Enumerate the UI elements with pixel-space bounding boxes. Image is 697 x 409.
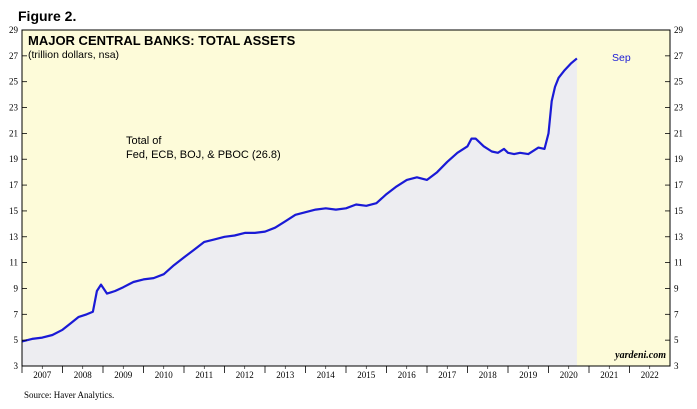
figure-label: Figure 2.	[18, 8, 77, 24]
x-tick-label: 2012	[236, 370, 254, 380]
y-tick-label-right: 9	[674, 283, 679, 293]
y-tick-label-right: 11	[674, 258, 683, 268]
x-tick-label: 2021	[600, 370, 618, 380]
y-tick-label-left: 25	[9, 77, 19, 87]
x-tick-label: 2017	[438, 370, 457, 380]
y-tick-label-right: 13	[674, 232, 684, 242]
y-tick-label-right: 27	[674, 51, 684, 61]
x-tick-label: 2016	[398, 370, 417, 380]
chart-subtitle: (trillion dollars, nsa)	[28, 49, 119, 61]
y-tick-label-right: 29	[674, 25, 684, 35]
x-tick-label: 2019	[519, 370, 538, 380]
y-tick-label-right: 7	[674, 309, 679, 319]
x-tick-label: 2010	[155, 370, 174, 380]
y-tick-label-right: 15	[674, 206, 684, 216]
x-axis: 2007 2008 2009 2010 2011 2012 2013 2014 2015 2016…	[21, 366, 659, 380]
y-axis-right: 3 5 7 9 11 13 15 17 19 21 23 25 27 29	[665, 25, 684, 371]
y-tick-label-left: 3	[14, 361, 19, 371]
x-tick-label: 2007	[33, 370, 52, 380]
y-tick-label-left: 27	[9, 51, 19, 61]
watermark: yardeni.com	[614, 350, 666, 361]
y-tick-label-right: 3	[674, 361, 679, 371]
y-tick-label-right: 5	[674, 335, 679, 345]
y-tick-label-left: 21	[9, 128, 18, 138]
x-tick-label: 2008	[74, 370, 93, 380]
y-tick-label-left: 11	[9, 258, 18, 268]
x-tick-label: 2013	[276, 370, 295, 380]
y-tick-label-right: 19	[674, 154, 684, 164]
series-area	[22, 58, 577, 367]
y-tick-label-left: 9	[14, 283, 19, 293]
annotation-line-1: Total of	[126, 135, 162, 147]
y-tick-label-right: 21	[674, 128, 683, 138]
y-tick-label-left: 23	[9, 103, 19, 113]
x-tick-label: 2009	[114, 370, 133, 380]
y-tick-label-left: 5	[14, 335, 19, 345]
end-label: Sep	[612, 52, 631, 64]
x-tick-label: 2020	[560, 370, 579, 380]
x-tick-label: 2018	[479, 370, 498, 380]
x-tick-label: 2011	[195, 370, 213, 380]
source-note: Source: Haver Analytics.	[24, 390, 115, 400]
y-axis-left: 3 5 7 9 11 13 15 17 19 21 23 25 27 29	[9, 25, 27, 371]
y-tick-label-left: 15	[9, 206, 19, 216]
y-tick-label-right: 25	[674, 77, 684, 87]
x-tick-label: 2022	[641, 370, 659, 380]
y-tick-label-left: 17	[9, 180, 19, 190]
y-tick-label-left: 19	[9, 154, 19, 164]
x-tick-label: 2014	[317, 370, 336, 380]
y-tick-label-left: 7	[14, 309, 19, 319]
y-tick-label-right: 17	[674, 180, 684, 190]
annotation-line-2: Fed, ECB, BOJ, & PBOC (26.8)	[126, 149, 281, 161]
x-tick-label: 2015	[357, 370, 376, 380]
y-tick-label-left: 29	[9, 25, 19, 35]
forecast-shade	[578, 30, 670, 366]
y-tick-label-right: 23	[674, 103, 684, 113]
y-tick-label-left: 13	[9, 232, 19, 242]
chart-title: MAJOR CENTRAL BANKS: TOTAL ASSETS	[28, 33, 296, 48]
series-line	[21, 57, 578, 343]
